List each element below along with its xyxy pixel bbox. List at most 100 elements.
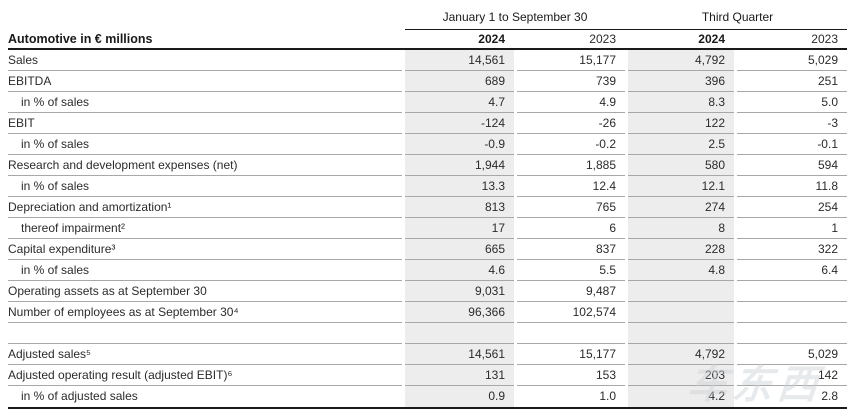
cell-value: 122 (628, 113, 734, 134)
table-row-employees: Number of employees as at September 30⁴ … (8, 302, 847, 323)
table-body: Sales 14,561 15,177 4,792 5,029 EBITDA 6… (8, 50, 847, 409)
cell-value: 9,031 (405, 281, 514, 302)
cell-value: 153 (517, 365, 625, 386)
row-label: Adjusted sales⁵ (8, 344, 402, 365)
table-row-ebitda-pct: in % of sales 4.7 4.9 8.3 5.0 (8, 92, 847, 113)
cell-value: 12.1 (628, 176, 734, 197)
cell-value: -26 (517, 113, 625, 134)
cell-value: 13.3 (405, 176, 514, 197)
cell-value: 837 (517, 239, 625, 260)
cell-value (628, 323, 734, 344)
cell-value (405, 323, 514, 344)
row-label: EBIT (8, 113, 402, 134)
cell-value: 4.6 (405, 260, 514, 281)
cell-value: 102,574 (517, 302, 625, 323)
year-header-q3-2024: 2024 (698, 32, 725, 46)
cell-value: -3 (737, 113, 847, 134)
column-group-header-ytd: January 1 to September 30 (442, 10, 588, 24)
cell-value: 17 (405, 218, 514, 239)
table-row-ebit: EBIT -124 -26 122 -3 (8, 113, 847, 134)
row-label: Number of employees as at September 30⁴ (8, 302, 402, 323)
cell-value: 8 (628, 218, 734, 239)
table-row-adjusted-ebit: Adjusted operating result (adjusted EBIT… (8, 365, 847, 386)
cell-value: 228 (628, 239, 734, 260)
row-label: Depreciation and amortization¹ (8, 197, 402, 218)
row-label: in % of adjusted sales (21, 389, 138, 403)
cell-value: 580 (628, 155, 734, 176)
table-row-adjusted-sales: Adjusted sales⁵ 14,561 15,177 4,792 5,02… (8, 344, 847, 365)
cell-value: 4,792 (628, 50, 734, 71)
cell-value: 1,885 (517, 155, 625, 176)
column-group-header-quarter: Third Quarter (701, 10, 774, 24)
cell-value: 4,792 (628, 344, 734, 365)
table-row-spacer (8, 323, 847, 344)
cell-value: 1.0 (599, 389, 616, 403)
cell-value (628, 281, 734, 302)
cell-value: 15,177 (517, 50, 625, 71)
table-row-rd-pct: in % of sales 13.3 12.4 12.1 11.8 (8, 176, 847, 197)
cell-value: 4.8 (628, 260, 734, 281)
row-label: Research and development expenses (net) (8, 155, 402, 176)
year-header-ytd-2023: 2023 (589, 32, 616, 46)
cell-value: 9,487 (517, 281, 625, 302)
cell-value: 739 (517, 71, 625, 92)
row-label: in % of sales (8, 260, 402, 281)
cell-value: 8.3 (628, 92, 734, 113)
cell-value (737, 281, 847, 302)
table-row-adjusted-sales-pct: in % of adjusted sales 0.9 1.0 4.2 2.8 (8, 386, 847, 407)
table-row-impairment: thereof impairment² 17 6 8 1 (8, 218, 847, 239)
cell-value: 254 (737, 197, 847, 218)
cell-value: 131 (405, 365, 514, 386)
year-header-ytd-2024: 2024 (478, 32, 505, 46)
cell-value: -0.1 (737, 134, 847, 155)
cell-value (628, 302, 734, 323)
table-row-rd-expenses: Research and development expenses (net) … (8, 155, 847, 176)
cell-value: 15,177 (517, 344, 625, 365)
cell-value: 5.5 (517, 260, 625, 281)
cell-value: 6.4 (737, 260, 847, 281)
cell-value: 12.4 (517, 176, 625, 197)
table-row-depreciation: Depreciation and amortization¹ 813 765 2… (8, 197, 847, 218)
cell-value: 689 (405, 71, 514, 92)
cell-value: 251 (737, 71, 847, 92)
year-header-q3-2023: 2023 (811, 32, 838, 46)
cell-value (517, 323, 625, 344)
cell-value: 14,561 (405, 344, 514, 365)
cell-value (737, 302, 847, 323)
year-header-row: Automotive in € millions 2024 2023 2024 … (8, 30, 847, 50)
cell-value: -124 (405, 113, 514, 134)
cell-value: 0.9 (405, 386, 514, 407)
row-label: in % of sales (8, 134, 402, 155)
cell-value: 665 (405, 239, 514, 260)
cell-value: 142 (737, 365, 847, 386)
cell-value: 322 (737, 239, 847, 260)
row-label: in % of sales (8, 92, 402, 113)
row-label: in % of sales (8, 176, 402, 197)
table-row-operating-assets: Operating assets as at September 30 9,03… (8, 281, 847, 302)
table-row-capex: Capital expenditure³ 665 837 228 322 (8, 239, 847, 260)
cell-value: 1 (737, 218, 847, 239)
cell-value: 765 (517, 197, 625, 218)
cell-value: 5,029 (737, 344, 847, 365)
cell-value: 1,944 (405, 155, 514, 176)
cell-value: 813 (405, 197, 514, 218)
cell-value: 4.7 (405, 92, 514, 113)
cell-value: 203 (628, 365, 734, 386)
cell-value: 4.2 (628, 386, 734, 407)
cell-value: 274 (628, 197, 734, 218)
cell-value: 96,366 (405, 302, 514, 323)
table-row-ebit-pct: in % of sales -0.9 -0.2 2.5 -0.1 (8, 134, 847, 155)
column-group-header-row: January 1 to September 30 Third Quarter (8, 8, 847, 30)
row-label: thereof impairment² (8, 218, 402, 239)
table-row-ebitda: EBITDA 689 739 396 251 (8, 71, 847, 92)
table-title: Automotive in € millions (8, 32, 153, 46)
cell-value: 594 (737, 155, 847, 176)
table-row-capex-pct: in % of sales 4.6 5.5 4.8 6.4 (8, 260, 847, 281)
cell-value: 5.0 (737, 92, 847, 113)
cell-value: 2.5 (628, 134, 734, 155)
cell-value: 6 (517, 218, 625, 239)
cell-value (737, 323, 847, 344)
cell-value: 4.9 (517, 92, 625, 113)
row-label: Adjusted operating result (adjusted EBIT… (8, 365, 402, 386)
